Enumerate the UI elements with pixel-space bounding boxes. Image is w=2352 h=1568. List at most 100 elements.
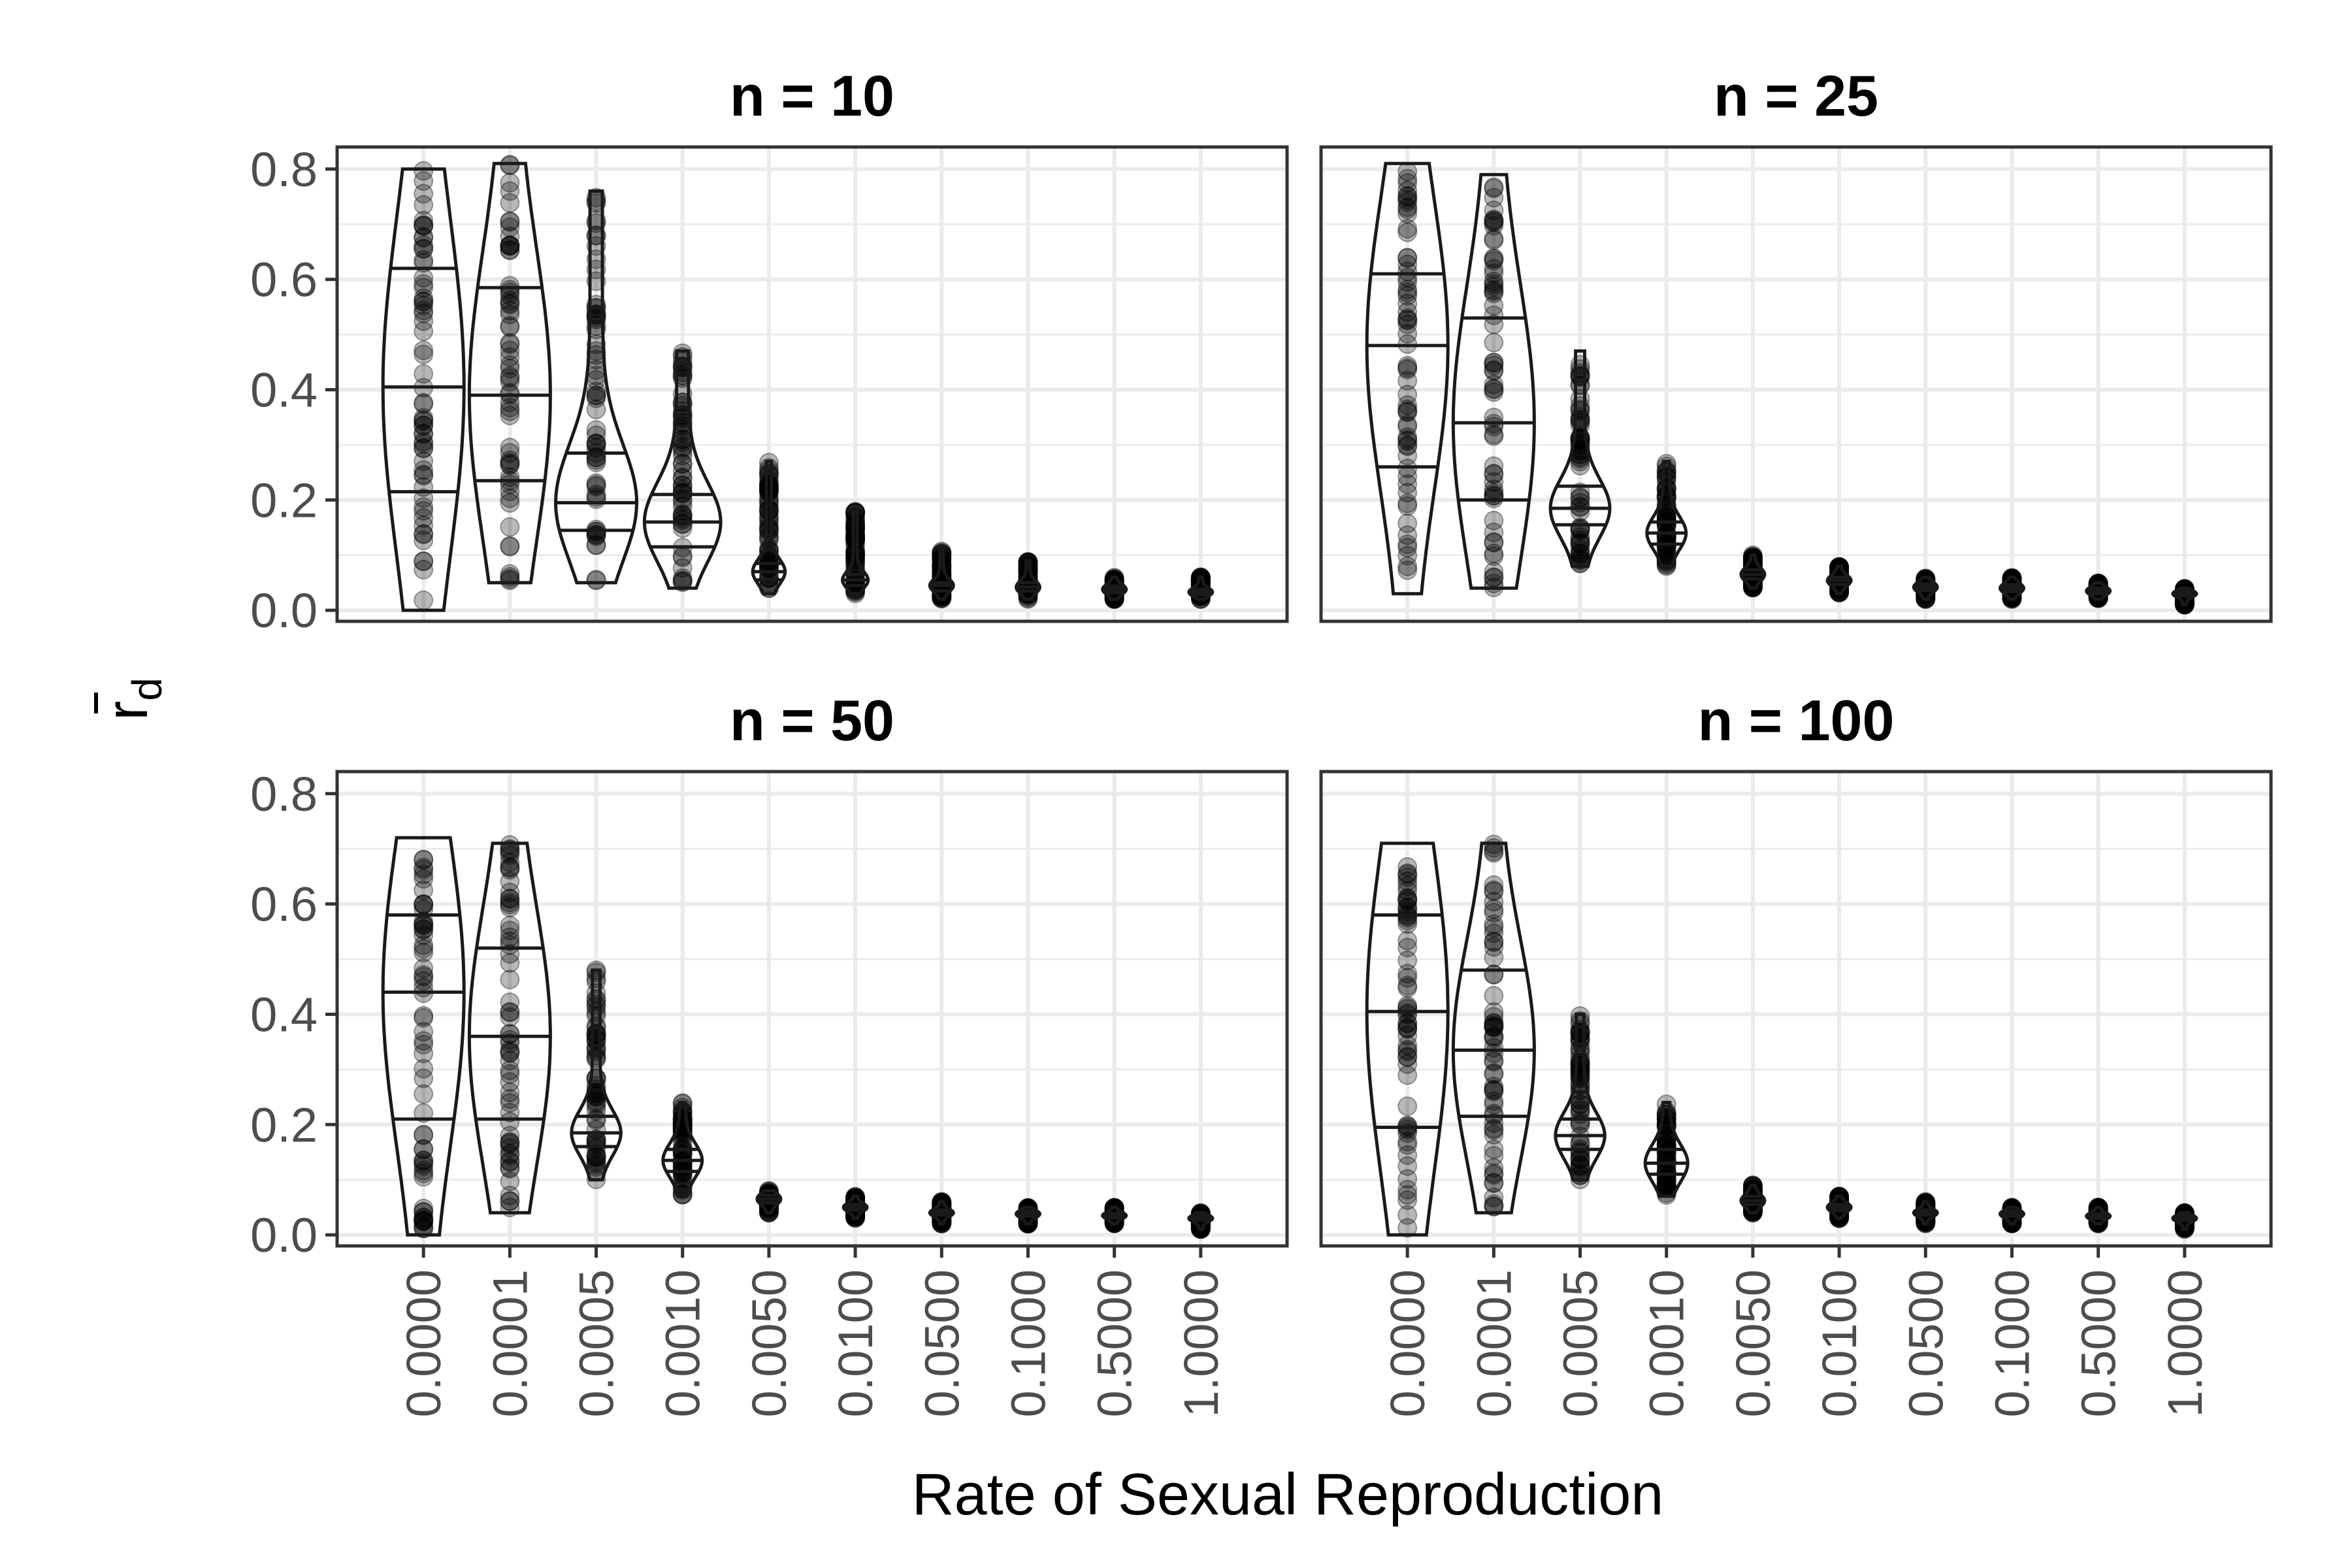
data-point xyxy=(1018,557,1038,577)
data-point xyxy=(932,557,952,577)
y-tick-label: 0.0 xyxy=(250,1208,318,1262)
data-point xyxy=(500,835,520,855)
data-point xyxy=(1397,199,1418,220)
data-point xyxy=(500,493,520,513)
data-point xyxy=(845,544,866,564)
data-point xyxy=(1484,546,1504,566)
data-point xyxy=(759,499,779,519)
data-point xyxy=(1484,532,1504,552)
violin-outline xyxy=(755,1189,783,1215)
data-point xyxy=(586,341,606,361)
data-point xyxy=(1570,534,1590,554)
data-point xyxy=(845,530,866,550)
data-point xyxy=(845,527,866,547)
data-point xyxy=(500,240,520,260)
data-point xyxy=(1397,161,1418,182)
data-point xyxy=(759,518,779,538)
data-point xyxy=(1484,282,1504,302)
data-point xyxy=(672,467,693,487)
data-point xyxy=(414,161,434,181)
data-point xyxy=(672,461,693,482)
x-tick-label: 0.0050 xyxy=(742,1269,796,1417)
data-point xyxy=(414,239,434,259)
data-point xyxy=(932,544,952,564)
violin-group xyxy=(1451,172,1536,598)
data-point xyxy=(672,436,693,457)
x-tick-label: 0.0005 xyxy=(1554,1269,1608,1417)
panel-title: n = 10 xyxy=(730,63,894,128)
data-point xyxy=(414,857,434,877)
data-point xyxy=(414,340,434,361)
data-point xyxy=(500,1134,520,1154)
data-point xyxy=(500,1033,520,1053)
x-tick-label: 0.1000 xyxy=(1001,1269,1055,1417)
x-tick-label: 0.5000 xyxy=(1088,1269,1142,1417)
data-point xyxy=(759,487,779,507)
data-point xyxy=(414,1167,434,1187)
data-point xyxy=(500,474,520,495)
data-point xyxy=(414,184,434,204)
data-point xyxy=(500,1138,520,1158)
data-point xyxy=(500,280,520,300)
data-point xyxy=(414,364,434,384)
violin-outline xyxy=(642,349,723,590)
data-point xyxy=(1018,566,1038,586)
data-point xyxy=(1484,263,1504,284)
data-point xyxy=(586,297,606,318)
data-point xyxy=(759,501,779,521)
data-point xyxy=(586,306,606,326)
data-point xyxy=(672,1164,693,1184)
data-point xyxy=(414,1218,434,1239)
data-point xyxy=(414,171,434,191)
data-point xyxy=(845,524,866,544)
violin-group xyxy=(1187,1203,1215,1239)
data-point xyxy=(1484,352,1504,372)
data-point xyxy=(414,216,434,237)
data-point xyxy=(1484,188,1504,208)
data-point xyxy=(586,1091,606,1111)
panel-background xyxy=(1321,147,2271,621)
data-point xyxy=(1397,431,1418,451)
data-point xyxy=(1484,353,1504,373)
data-point xyxy=(500,301,520,321)
data-point xyxy=(414,1156,434,1176)
data-point xyxy=(586,1120,606,1140)
data-point xyxy=(414,500,434,521)
data-point xyxy=(1397,1035,1418,1055)
data-point xyxy=(1397,384,1418,404)
data-point xyxy=(672,441,693,461)
data-point xyxy=(414,1211,434,1231)
data-point xyxy=(1570,455,1590,476)
data-point xyxy=(932,544,952,564)
data-point xyxy=(500,894,520,915)
data-point xyxy=(500,401,520,421)
data-point xyxy=(1397,1065,1418,1085)
data-point xyxy=(414,1068,434,1088)
data-point xyxy=(500,1002,520,1022)
data-point xyxy=(759,508,779,529)
data-point xyxy=(1484,276,1504,297)
data-point xyxy=(1018,566,1038,587)
y-tick-label: 0.6 xyxy=(250,253,318,307)
data-point xyxy=(414,1139,434,1159)
data-point xyxy=(414,268,434,288)
data-point xyxy=(1570,532,1590,553)
data-point xyxy=(500,927,520,947)
data-point xyxy=(414,1124,434,1145)
data-point xyxy=(1018,553,1038,574)
data-point xyxy=(586,570,606,590)
data-point xyxy=(759,470,779,490)
data-point xyxy=(586,304,606,324)
violin-outline xyxy=(381,167,466,612)
data-point xyxy=(500,1002,520,1022)
data-point xyxy=(414,416,434,436)
data-point xyxy=(414,291,434,312)
data-point xyxy=(932,557,952,578)
data-point xyxy=(414,935,434,955)
data-point xyxy=(500,1111,520,1132)
data-point xyxy=(1570,1022,1590,1043)
data-point xyxy=(414,408,434,428)
data-point xyxy=(672,408,693,428)
data-point xyxy=(500,1064,520,1085)
data-point xyxy=(414,911,434,932)
